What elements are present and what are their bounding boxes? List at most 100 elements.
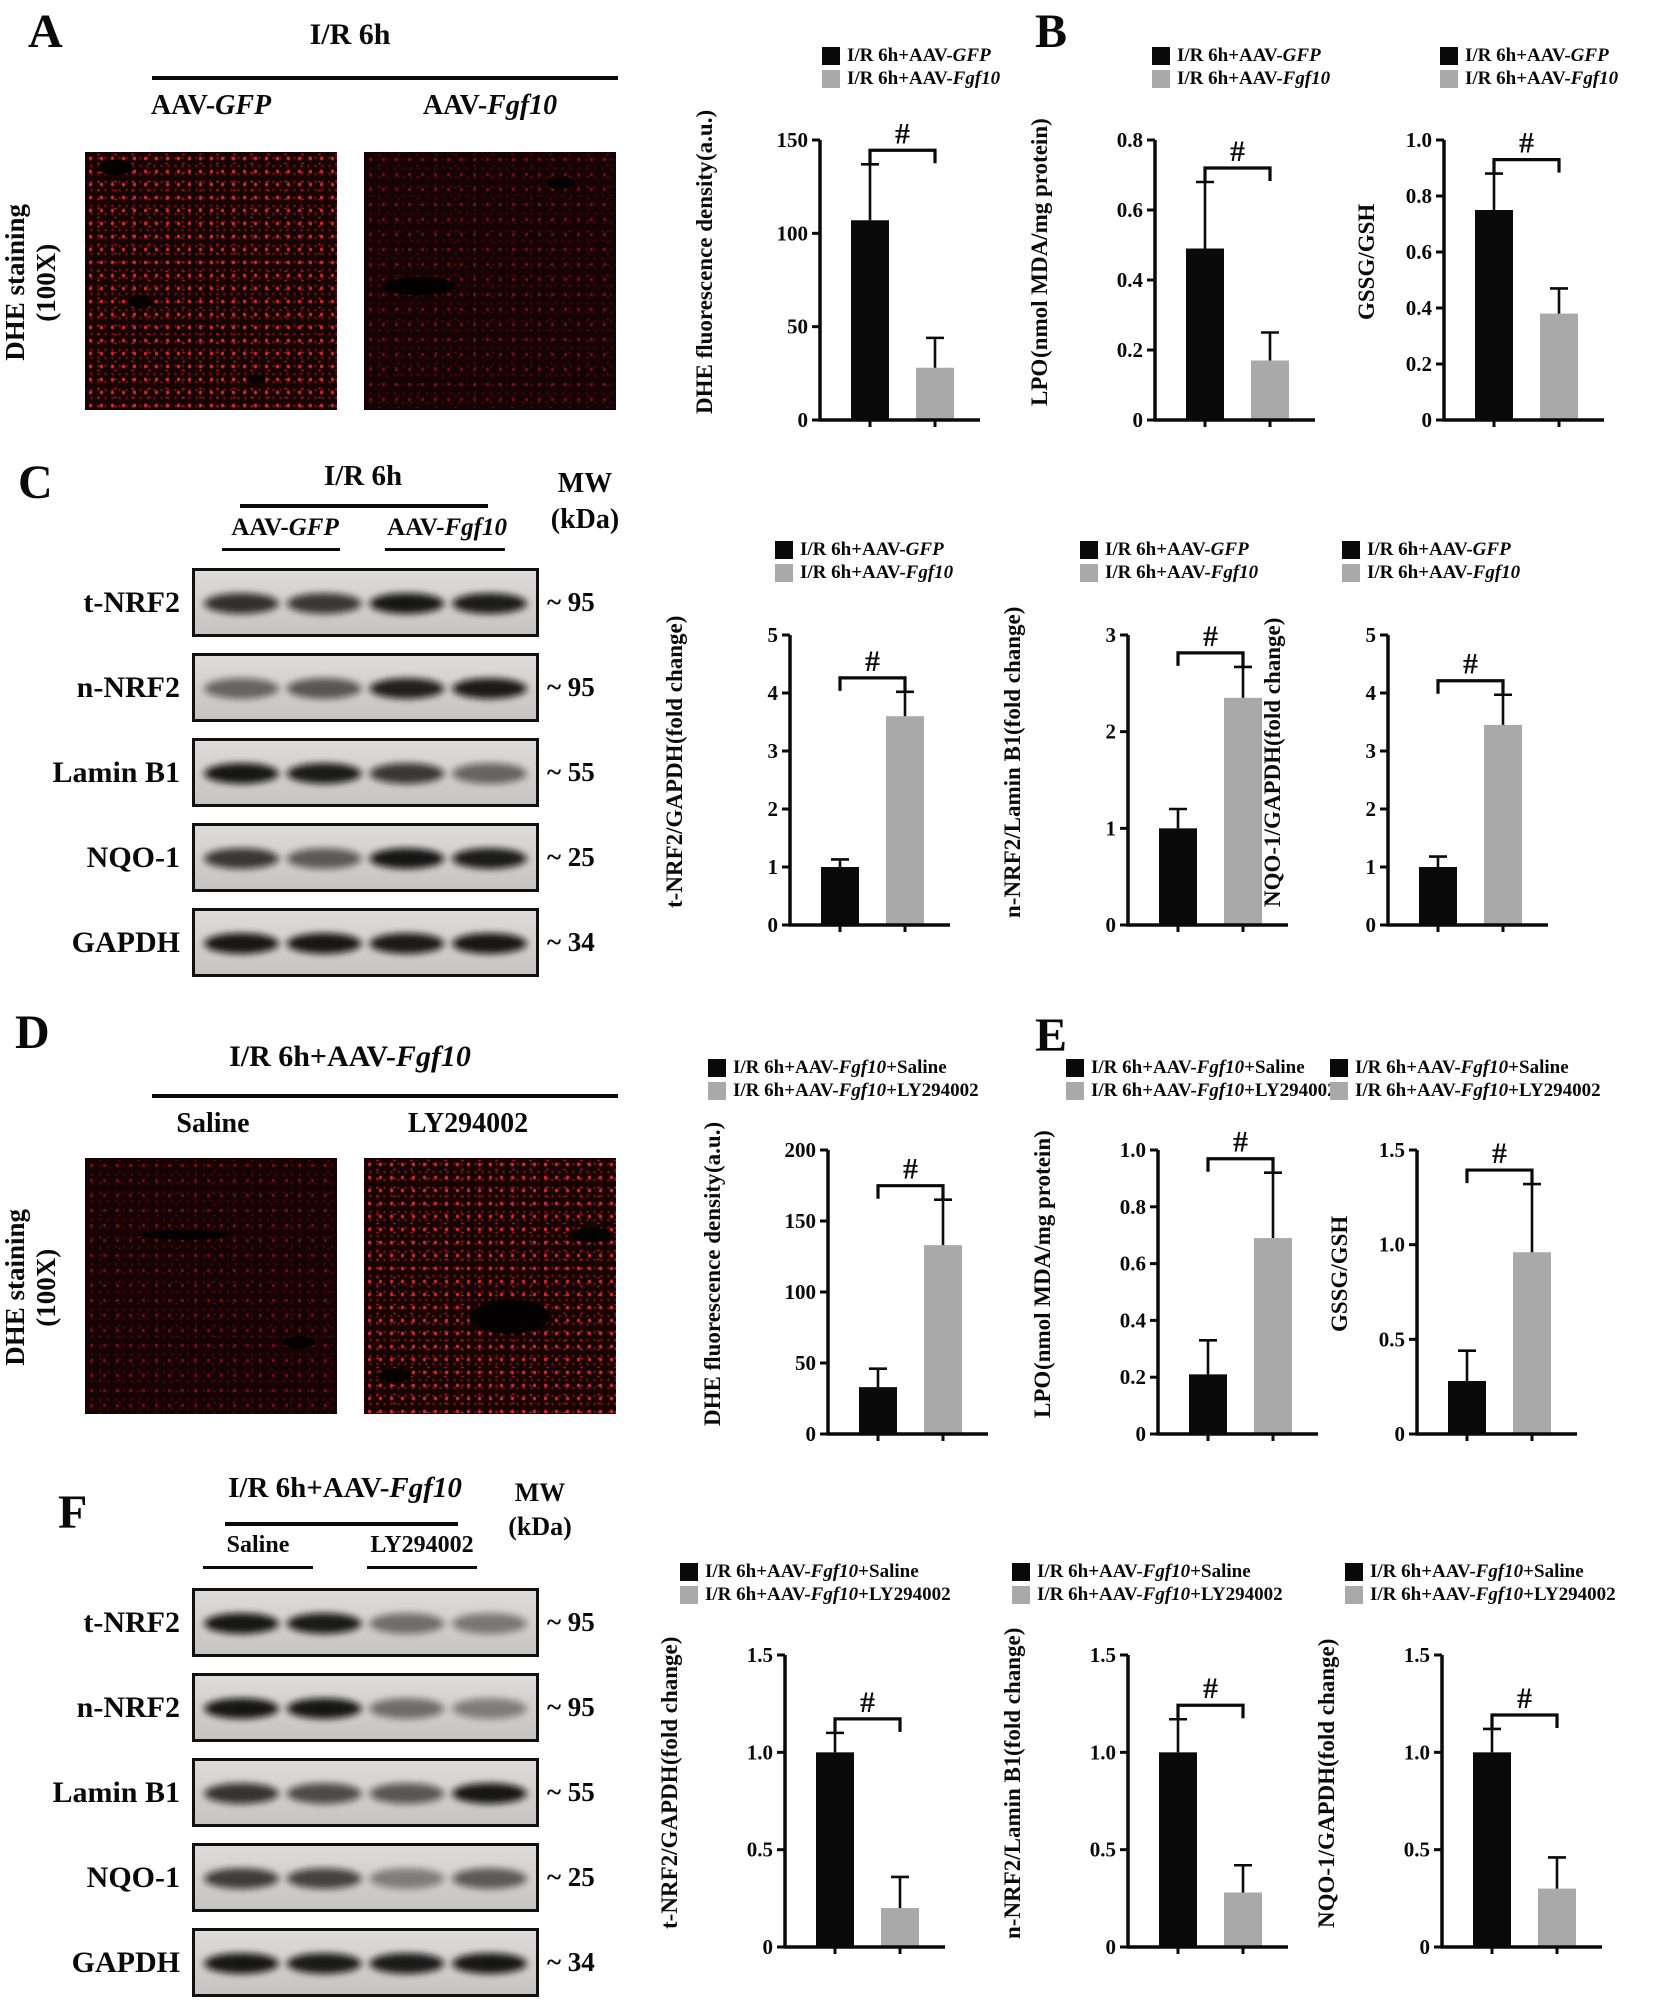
bar-chart-svg: 0 0.5 1.0 1.5 # — [1379, 1137, 1577, 1446]
legend-label: I/R 6h+AAV-Fgf10+Saline — [1355, 1056, 1569, 1079]
chart-dhe-density-a: DHE fluorescence density (a.u.) 0 50 100 150 # — [690, 90, 984, 434]
blot-band — [369, 593, 445, 614]
y-tick-label: 0.5 — [1379, 1327, 1405, 1351]
panel-c-mw-header: MW — [557, 468, 613, 499]
text-segment: Fgf10 — [1472, 562, 1521, 583]
text-segment: I/R 6h+AAV- — [1177, 45, 1283, 66]
bar-chart-svg: 0 0.2 0.4 0.6 0.8 # — [1117, 128, 1315, 432]
bar-group2 — [1224, 697, 1262, 925]
blot-lane-box — [192, 1673, 539, 1742]
chart-y-axis-title: n-NRF2/Lamin B1 (fold change) — [998, 1605, 1082, 1961]
panel-f-mw-unit: (kDa) — [508, 1512, 572, 1541]
y-tick-label: 3 — [768, 739, 779, 763]
text-segment: I/R 6h+AAV- — [705, 1584, 811, 1605]
text-segment: I/R 6h+AAV- — [733, 1080, 839, 1101]
bar-group2 — [924, 1245, 962, 1434]
y-tick-label: 1.5 — [1404, 1643, 1430, 1667]
panel-label-e: E — [1035, 1009, 1068, 1062]
chart-y-axis-title: LPO (nmol MDA/mg protein) — [1028, 1100, 1112, 1448]
legend-swatch — [708, 1081, 726, 1100]
text-segment: I/R 6h+AAV- — [1465, 68, 1571, 89]
legend-swatch — [775, 563, 793, 582]
legend-label: I/R 6h+AAV-Fgf10+Saline — [1370, 1560, 1584, 1583]
legend-swatch — [1440, 69, 1458, 88]
bar-chart-svg: 0 0.5 1.0 1.5 # — [1404, 1643, 1602, 1959]
y-tick-label: 0.6 — [1117, 198, 1143, 222]
text-segment: Fgf10 — [1142, 1584, 1191, 1605]
sig-label: # — [1517, 1682, 1532, 1715]
chart-y-axis-title: LPO (nmol MDA/mg protein) — [1025, 90, 1109, 434]
blot-band — [369, 1698, 445, 1719]
panel-f-col-ly294002: LY294002 — [370, 1532, 473, 1559]
text-segment: I/R 6h+AAV- — [228, 1472, 390, 1504]
legend-swatch — [708, 1058, 726, 1077]
y-tick-label: 0.6 — [1406, 240, 1432, 264]
bar-group2 — [1540, 313, 1578, 420]
legend-item: I/R 6h+AAV-Fgf10+LY294002 — [708, 1079, 979, 1102]
chart-y-axis-title: NQO-1/GAPDH (fold change) — [1258, 585, 1342, 939]
y-tick-label: 150 — [777, 128, 809, 152]
legend-chart-a: I/R 6h+AAV-GFP I/R 6h+AAV-Fgf10 — [822, 44, 1000, 90]
legend-item: I/R 6h+AAV-Fgf10 — [822, 67, 1000, 90]
y-axis-title-line: NQO-1/GAPDH — [1260, 745, 1285, 907]
text-segment: Fgf10 — [1475, 1561, 1524, 1582]
y-tick-label: 50 — [795, 1351, 816, 1375]
panel-c-col-underline-1 — [222, 548, 340, 551]
y-tick-label: 150 — [785, 1209, 817, 1233]
blot-mw-label: ~ 95 — [547, 587, 595, 617]
blot-band — [204, 1613, 279, 1634]
dhe-image-aav-fgf10 — [364, 152, 616, 410]
text-segment: I/R 6h+AAV- — [1370, 1584, 1476, 1605]
sig-label: # — [1233, 1126, 1248, 1159]
dhe-image-saline — [85, 1158, 337, 1414]
panel-f-col-saline: Saline — [227, 1532, 290, 1559]
panel-a-side-label: DHE staining (100X) — [0, 204, 61, 361]
legend-label: I/R 6h+AAV-Fgf10 — [1105, 561, 1258, 584]
text-segment: Fgf10 — [1196, 1057, 1245, 1078]
y-tick-label: 1.0 — [747, 1740, 773, 1764]
y-tick-label: 50 — [787, 315, 808, 339]
legend-chart-d: I/R 6h+AAV-Fgf10+Saline I/R 6h+AAV-Fgf10+… — [708, 1056, 979, 1102]
legend-swatch — [1345, 1585, 1363, 1604]
chart-y-axis-title: DHE fluorescence density (a.u.) — [690, 90, 774, 434]
y-tick-label: 0.4 — [1406, 296, 1433, 320]
text-segment: AAV- — [422, 90, 488, 121]
legend-chart-e2: I/R 6h+AAV-Fgf10+Saline I/R 6h+AAV-Fgf10+… — [1330, 1056, 1601, 1102]
y-tick-label: 200 — [785, 1138, 817, 1162]
blot-mw-label: ~ 95 — [547, 672, 595, 702]
text-segment: I/R 6h+AAV- — [1105, 539, 1211, 560]
blot-band — [286, 678, 362, 699]
blot-band — [452, 1783, 527, 1804]
blot-band — [452, 763, 527, 784]
legend-label: I/R 6h+AAV-Fgf10 — [1367, 561, 1520, 584]
text-segment: I/R 6h+AAV- — [800, 562, 906, 583]
y-tick-label: 0.5 — [747, 1838, 773, 1862]
blot-protein-label: n-NRF2 — [76, 1690, 180, 1724]
bar-group1 — [821, 867, 859, 925]
text-segment: AAV- — [387, 514, 445, 541]
y-axis-title-line: DHE fluorescence density — [692, 161, 717, 414]
y-tick-label: 0.5 — [1404, 1838, 1430, 1862]
bar-chart-svg: 0 0.5 1.0 1.5 # — [1090, 1643, 1288, 1959]
blot-band — [204, 678, 279, 699]
y-tick-label: 2 — [768, 797, 779, 821]
legend-chart-f2: I/R 6h+AAV-Fgf10+Saline I/R 6h+AAV-Fgf10+… — [1012, 1560, 1283, 1606]
y-tick-label: 3 — [1366, 739, 1377, 763]
blot-band — [452, 678, 527, 699]
panel-a-group-line — [152, 76, 618, 80]
bar-chart-svg: 0 0.2 0.4 0.6 0.8 1.0 # — [1406, 127, 1604, 432]
y-tick-label: 0 — [806, 1422, 817, 1446]
y-tick-label: 0 — [1106, 1935, 1117, 1959]
text-segment: I/R 6h — [323, 460, 403, 492]
y-tick-label: 0 — [1133, 408, 1144, 432]
y-tick-label: 100 — [785, 1280, 817, 1304]
panel-label-a: A — [28, 5, 63, 58]
blot-band — [452, 1698, 527, 1719]
blot-band — [369, 1613, 445, 1634]
blot-band — [286, 933, 362, 954]
legend-swatch — [1080, 563, 1098, 582]
blot-band — [204, 1783, 279, 1804]
legend-swatch — [680, 1562, 698, 1581]
text-segment: +LY294002 — [1190, 1584, 1283, 1605]
legend-swatch — [1012, 1585, 1030, 1604]
